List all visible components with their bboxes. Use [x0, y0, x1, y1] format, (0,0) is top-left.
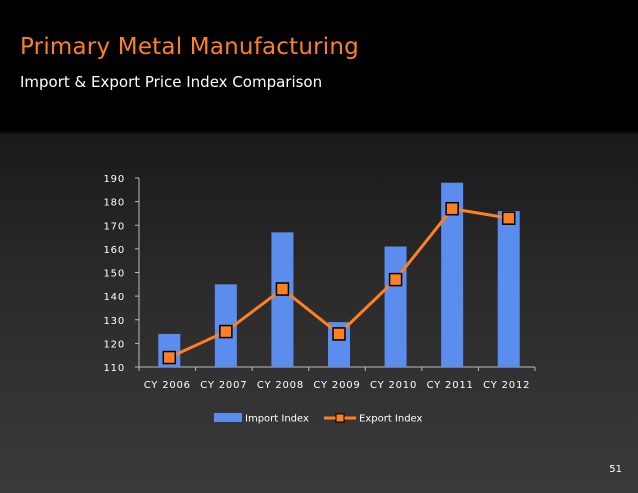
y-tick-label: 110 — [104, 363, 126, 374]
export-marker — [501, 211, 516, 225]
y-tick-label: 170 — [104, 221, 126, 232]
export-marker — [275, 282, 290, 296]
chart-legend: Import Index Export Index — [214, 413, 423, 425]
export-line — [162, 201, 516, 365]
export-marker — [219, 324, 233, 339]
y-tick-label: 150 — [104, 269, 126, 280]
y-tick-label: 180 — [104, 198, 126, 209]
export-marker — [162, 350, 177, 365]
export-marker — [388, 272, 403, 287]
slide-title: Primary Metal Manufacturing — [20, 34, 359, 60]
import-bar — [384, 246, 407, 367]
x-tick-label: CY 2007 — [200, 380, 247, 391]
x-tick-label: CY 2006 — [144, 380, 191, 391]
slide-subtitle: Import & Export Price Index Comparison — [20, 73, 323, 91]
legend-label-import: Import Index — [245, 414, 309, 425]
x-tick-label: CY 2008 — [257, 380, 304, 391]
export-marker — [445, 201, 459, 216]
import-bars — [158, 182, 520, 367]
y-tick-label: 160 — [104, 245, 126, 256]
x-tick-label: CY 2011 — [427, 380, 474, 391]
x-tick-label: CY 2010 — [370, 380, 417, 391]
y-tick-label: 190 — [104, 174, 126, 185]
x-tick-label: CY 2009 — [313, 380, 360, 391]
x-tick-label: CY 2012 — [483, 380, 530, 391]
import-bar — [441, 182, 464, 367]
import-bar — [497, 211, 520, 367]
y-tick-label: 140 — [104, 292, 126, 303]
import-bar — [271, 232, 294, 367]
y-tick-label: 130 — [104, 316, 126, 327]
y-tick-labels: 110 120 130 140 150 160 170 180 190 — [104, 174, 126, 374]
page-number: 51 — [609, 464, 622, 475]
export-marker — [332, 327, 346, 341]
legend-label-export: Export Index — [359, 414, 423, 425]
x-tick-labels: CY 2006 CY 2007 CY 2008 CY 2009 CY 2010 CY 20… — [144, 380, 530, 391]
legend-swatch-import — [214, 413, 242, 422]
y-tick-label: 120 — [104, 339, 126, 350]
legend-marker-export — [335, 413, 345, 423]
